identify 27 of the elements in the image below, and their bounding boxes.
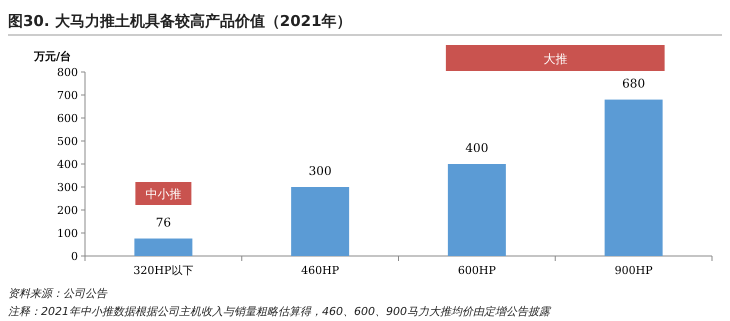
y-tick-label: 700 xyxy=(57,89,78,102)
x-tick-label: 320HP以下 xyxy=(133,264,194,277)
bar xyxy=(448,164,506,256)
data-label: 400 xyxy=(465,141,488,155)
y-tick-label: 300 xyxy=(57,181,78,194)
y-tick-label: 800 xyxy=(57,66,78,79)
bar xyxy=(291,187,350,256)
y-tick-label: 100 xyxy=(57,227,78,240)
chart-title: 图30. 大马力推土机具备较高产品价值（2021年） xyxy=(8,12,352,30)
y-tick-label: 600 xyxy=(57,112,78,125)
text: 大推 xyxy=(543,52,568,66)
y-axis-title: 万元/台 xyxy=(33,50,72,63)
x-tick-label: 460HP xyxy=(301,264,340,277)
y-tick-label: 200 xyxy=(57,204,78,217)
y-tick-label: 0 xyxy=(71,250,78,263)
x-tick-label: 600HP xyxy=(458,264,496,277)
bar xyxy=(604,100,663,256)
text: 注释：2021年中小推数据根据公司主机收入与销量粗略估算得，460、600、900马力大推均价由定增公告披露 xyxy=(8,305,552,318)
data-label: 680 xyxy=(622,76,646,91)
text: 资料来源：公司公告 xyxy=(8,287,108,300)
bar xyxy=(134,238,192,256)
annotation: 中小推 xyxy=(145,187,182,201)
y-tick-label: 400 xyxy=(57,158,78,171)
data-label: 76 xyxy=(156,216,172,230)
x-tick-label: 900HP xyxy=(614,264,654,277)
data-label: 300 xyxy=(308,164,332,178)
y-tick-label: 500 xyxy=(57,135,78,148)
